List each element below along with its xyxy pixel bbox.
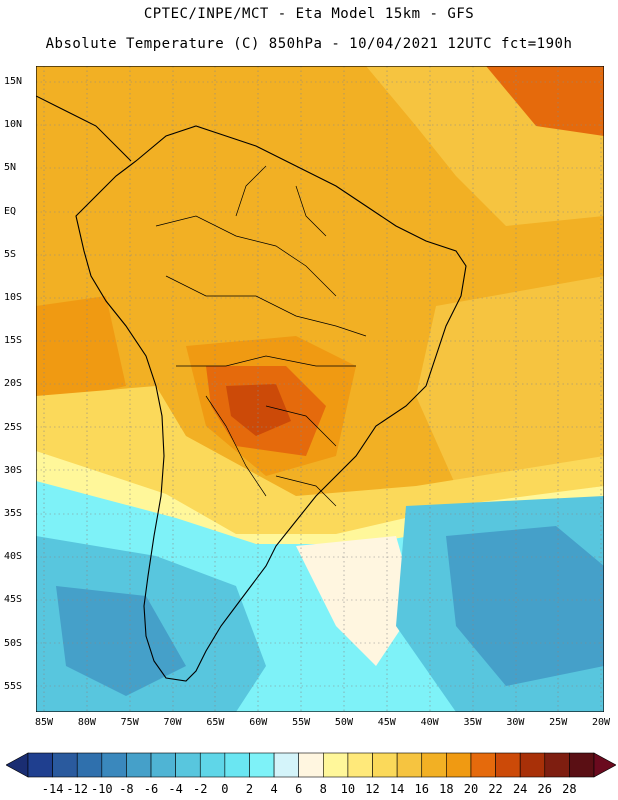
colorbar-segment: [544, 752, 570, 778]
field-hot-northeast: [486, 66, 604, 136]
colorbar-right-arrow: [593, 752, 616, 778]
colorbar-segment: [470, 752, 496, 778]
colorbar-label: 8: [319, 782, 327, 796]
latitude-label: 55S: [4, 680, 23, 692]
latitude-label: 30S: [4, 464, 23, 476]
latitude-label: 20S: [4, 378, 23, 390]
latitude-label: 10N: [4, 119, 23, 131]
colorbar-left-arrow: [6, 752, 29, 778]
colorbar-segment: [347, 752, 373, 778]
colorbar-label: 6: [295, 782, 303, 796]
colorbar-label: -12: [66, 782, 89, 796]
latitude-label: 10S: [4, 292, 23, 303]
colorbar-segment: [199, 752, 226, 778]
colorbar-segment: [101, 752, 127, 778]
field-cold-deep-east: [446, 526, 604, 686]
colorbar-segment: [175, 752, 201, 778]
latitude-label: 15S: [4, 335, 23, 347]
colorbar-segment: [224, 752, 250, 778]
colorbar-label: -10: [90, 782, 113, 796]
country-borders: [155, 165, 367, 507]
colorbar-segment: [569, 752, 595, 778]
colorbar-label: 24: [512, 782, 528, 796]
longitude-label: 80W: [77, 717, 96, 728]
longitude-label: 45W: [377, 717, 396, 728]
colorbar-segment: [323, 752, 349, 778]
colorbar-label: 18: [439, 782, 454, 796]
longitude-label: 70W: [163, 717, 182, 728]
colorbar-segment: [519, 752, 546, 778]
latitude-label: 25S: [4, 421, 23, 433]
colorbar-segment: [126, 752, 152, 778]
graticule: [36, 66, 604, 712]
latitude-label: 15N: [4, 76, 23, 87]
longitude-label: 35W: [463, 717, 482, 728]
colorbar-label: 0: [221, 782, 229, 796]
colorbar-label: 10: [340, 782, 356, 796]
colorbar-segment: [27, 752, 53, 778]
longitude-label: 65W: [206, 717, 225, 728]
latitude-label: 5S: [4, 248, 17, 260]
colorbar-segment: [446, 752, 472, 778]
longitude-label: 75W: [120, 717, 139, 728]
colorbar-segment: [249, 752, 275, 778]
temperature-map: [36, 66, 604, 712]
colorbar-segment: [495, 752, 521, 778]
colorbar-label: -8: [119, 782, 134, 796]
colorbar-segment: [273, 752, 299, 778]
colorbar-label: -14: [41, 782, 64, 796]
colorbar-label: -2: [193, 782, 208, 796]
colorbar-label: 14: [389, 782, 405, 796]
field-hottest: [226, 384, 291, 436]
colorbar-segment: [298, 752, 324, 778]
colorbar-label: 28: [562, 782, 577, 796]
field-cold-cream: [296, 536, 416, 666]
longitude-label: 25W: [549, 717, 568, 728]
longitude-label: 40W: [420, 717, 439, 728]
colorbar: [6, 752, 616, 778]
field-cold-deep-west: [56, 586, 186, 696]
latitude-label: 35S: [4, 508, 23, 519]
latitude-label: 40S: [4, 551, 23, 563]
colorbar-label: -6: [143, 782, 159, 796]
longitude-label: 85W: [34, 717, 54, 728]
colorbar-label: 20: [463, 782, 479, 796]
field-yellow-south: [36, 386, 604, 536]
colorbar-segment: [421, 752, 447, 778]
coastline-south-america: [75, 125, 467, 682]
longitude-label: 55W: [292, 717, 311, 728]
longitude-label: 60W: [249, 717, 268, 728]
field-band-pacific: [36, 296, 126, 406]
colorbar-segment: [76, 752, 103, 778]
longitude-label: 30W: [506, 717, 525, 728]
coastline-central-america: [36, 95, 132, 162]
chart-subtitle: Absolute Temperature (C) 850hPa - 10/04/…: [45, 36, 573, 52]
latitude-label: EQ: [4, 205, 17, 217]
latitude-label: 45S: [4, 594, 23, 606]
latitude-label: 5N: [4, 162, 17, 174]
longitude-label: 50W: [334, 717, 353, 728]
colorbar-label: -4: [168, 782, 183, 796]
colorbar-label: 4: [270, 782, 278, 796]
latitude-label: 50S: [4, 637, 23, 649]
colorbar-segment: [396, 752, 423, 778]
chart-title: CPTEC/INPE/MCT - Eta Model 15km - GFS: [143, 6, 475, 22]
field-band-south-atlantic: [416, 276, 604, 486]
colorbar-label: 2: [245, 782, 254, 796]
colorbar-segment: [52, 752, 78, 778]
colorbar-label: 16: [414, 782, 429, 796]
colorbar-label: 26: [537, 782, 552, 796]
colorbar-label: 22: [488, 782, 503, 796]
colorbar-label: 12: [365, 782, 380, 796]
colorbar-segment: [372, 752, 398, 778]
colorbar-segment: [150, 752, 176, 778]
longitude-label: 20W: [592, 717, 611, 728]
